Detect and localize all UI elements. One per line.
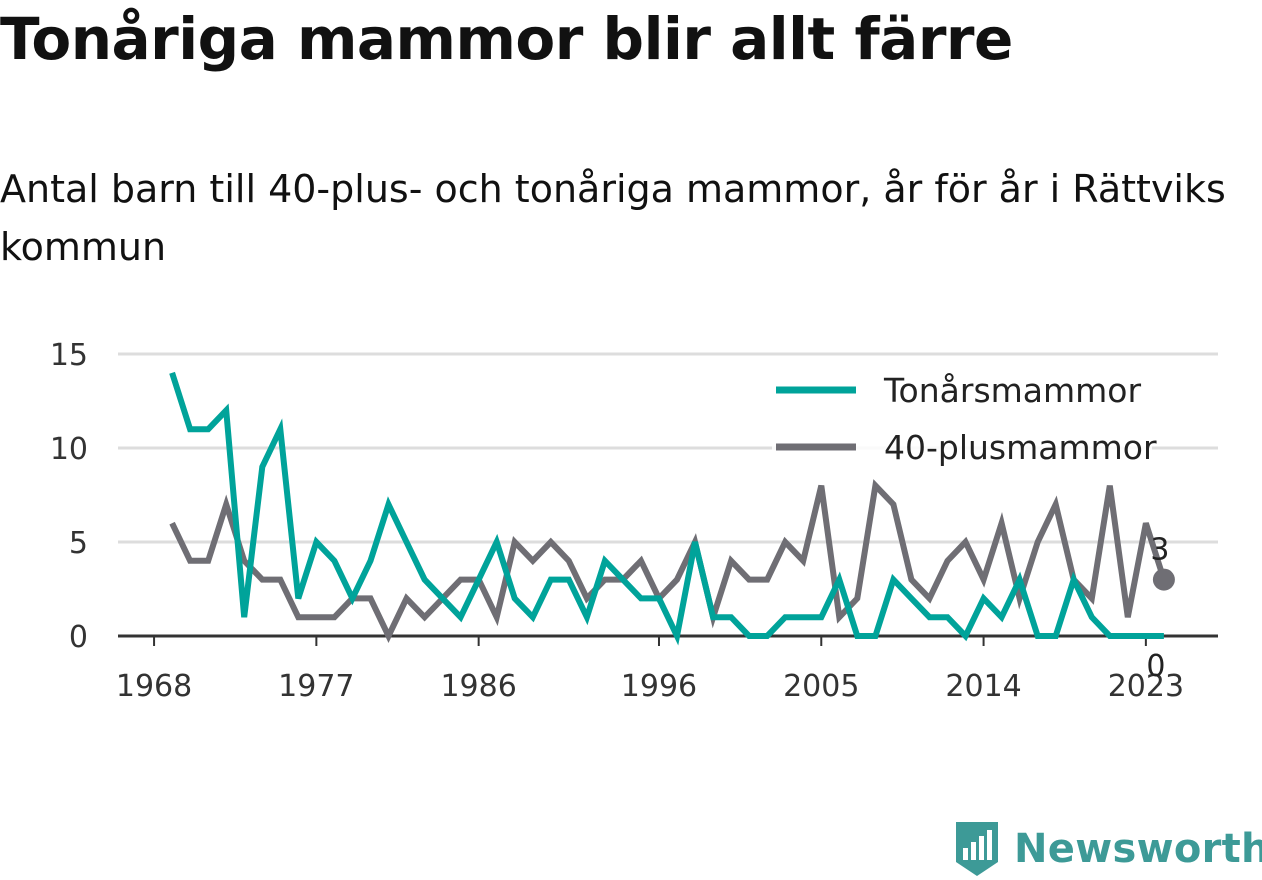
- bar-chart-badge-icon: [956, 822, 998, 876]
- chart-subtitle: Antal barn till 40-plus- och tonåriga ma…: [0, 167, 1226, 269]
- series-end-value: 3: [1150, 533, 1169, 568]
- x-tick-label: 1977: [278, 669, 354, 704]
- legend: Tonårsmammor 40-plusmammor: [772, 371, 1157, 475]
- brand-name: Newsworthy: [1014, 826, 1262, 872]
- series-line-1: [169, 479, 1167, 643]
- x-axis-ticks: 1968 1977 1986 1996 2005 2014 2023: [116, 636, 1184, 704]
- y-tick-label: 0: [69, 620, 88, 655]
- legend-backdrop: [772, 372, 1152, 418]
- y-axis-ticks: 0 5 10 15: [50, 338, 88, 655]
- legend-backdrop: [772, 429, 1152, 475]
- x-tick-label: 1968: [116, 669, 192, 704]
- x-tick-label: 2023: [1108, 669, 1184, 704]
- chart-title: Tonåriga mammor blir allt färre: [0, 5, 1013, 73]
- newsworthy-brand: Newsworthy: [952, 818, 1262, 880]
- series-end-labels: 03: [1146, 533, 1175, 684]
- series-lines: [169, 371, 1167, 646]
- x-tick-label: 1996: [621, 669, 697, 704]
- y-tick-label: 5: [69, 526, 88, 561]
- series-line-0: [169, 371, 1164, 646]
- y-tick-label: 10: [50, 432, 88, 467]
- x-tick-label: 2014: [945, 669, 1021, 704]
- series-end-point: [1152, 568, 1175, 591]
- legend-label-1: 40-plusmammor: [884, 428, 1157, 467]
- x-tick-label: 2005: [783, 669, 859, 704]
- y-tick-label: 15: [50, 338, 88, 373]
- legend-label-0: Tonårsmammor: [883, 371, 1141, 410]
- series-end-value: 0: [1146, 649, 1165, 684]
- x-tick-label: 1986: [440, 669, 516, 704]
